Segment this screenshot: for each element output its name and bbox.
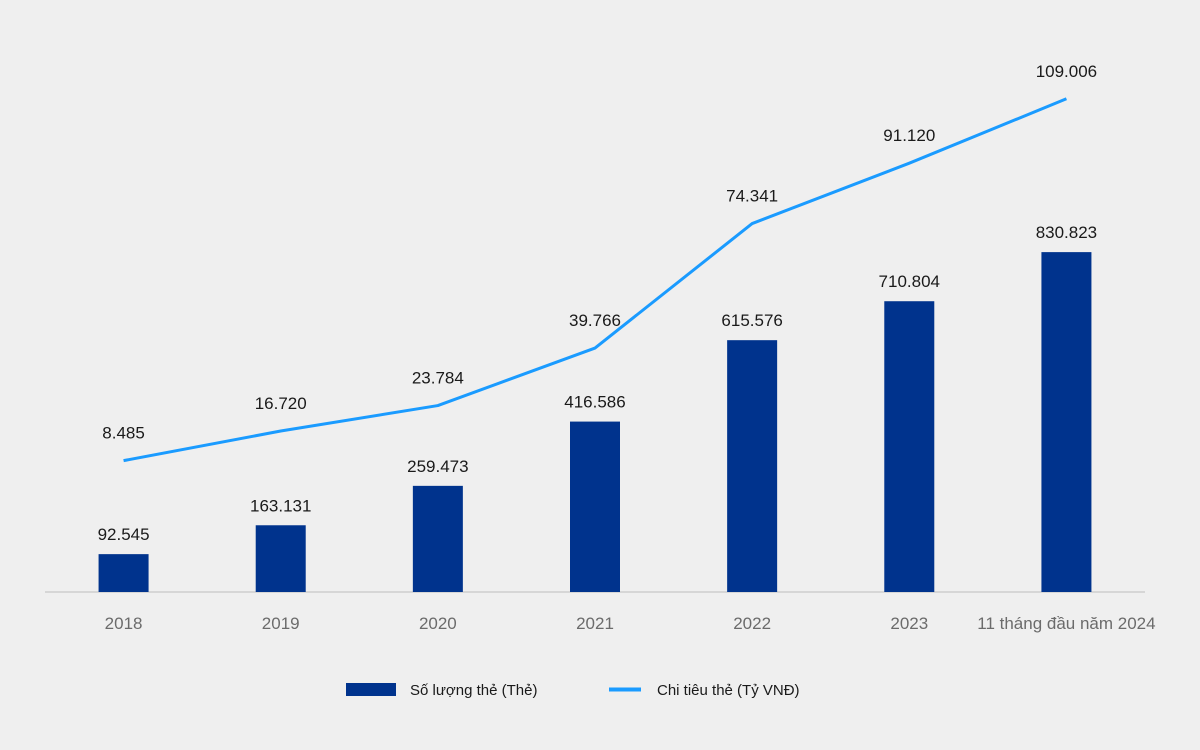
bar-data-label: 615.576 xyxy=(721,311,782,330)
bar-data-label: 710.804 xyxy=(879,272,940,291)
x-tick-label: 2018 xyxy=(105,614,143,633)
bar xyxy=(570,421,620,592)
legend-swatch-bar xyxy=(346,683,396,696)
legend-label-bar: Số lượng thẻ (Thẻ) xyxy=(410,682,537,699)
line-data-label: 8.485 xyxy=(102,424,145,443)
x-tick-label: 11 tháng đầu năm 2024 xyxy=(977,614,1155,633)
bar-data-label: 163.131 xyxy=(250,496,311,515)
line-data-label: 74.341 xyxy=(726,187,778,206)
bar xyxy=(1041,252,1092,592)
bar xyxy=(884,301,935,592)
bar xyxy=(412,485,463,592)
line-data-label: 91.120 xyxy=(883,126,935,145)
x-tick-label: 2020 xyxy=(419,614,457,633)
bar xyxy=(727,340,778,592)
line-data-label: 39.766 xyxy=(569,311,621,330)
bar-data-label: 259.473 xyxy=(407,457,468,476)
bar xyxy=(255,525,306,592)
x-tick-label: 2021 xyxy=(576,614,614,633)
bar-data-label: 830.823 xyxy=(1036,223,1097,242)
x-tick-label: 2023 xyxy=(890,614,928,633)
bar xyxy=(98,554,149,592)
bar-data-label: 416.586 xyxy=(564,393,625,412)
line-data-label: 16.720 xyxy=(255,394,307,413)
x-tick-label: 2019 xyxy=(262,614,300,633)
legend-label-line: Chi tiêu thẻ (Tỷ VNĐ) xyxy=(657,682,800,699)
bar-data-label: 92.545 xyxy=(98,525,150,544)
legend: Số lượng thẻ (Thẻ) Chi tiêu thẻ (Tỷ VNĐ) xyxy=(346,682,800,699)
x-tick-label: 2022 xyxy=(733,614,771,633)
line-data-label: 23.784 xyxy=(412,369,464,388)
line-data-label: 109.006 xyxy=(1036,62,1097,81)
